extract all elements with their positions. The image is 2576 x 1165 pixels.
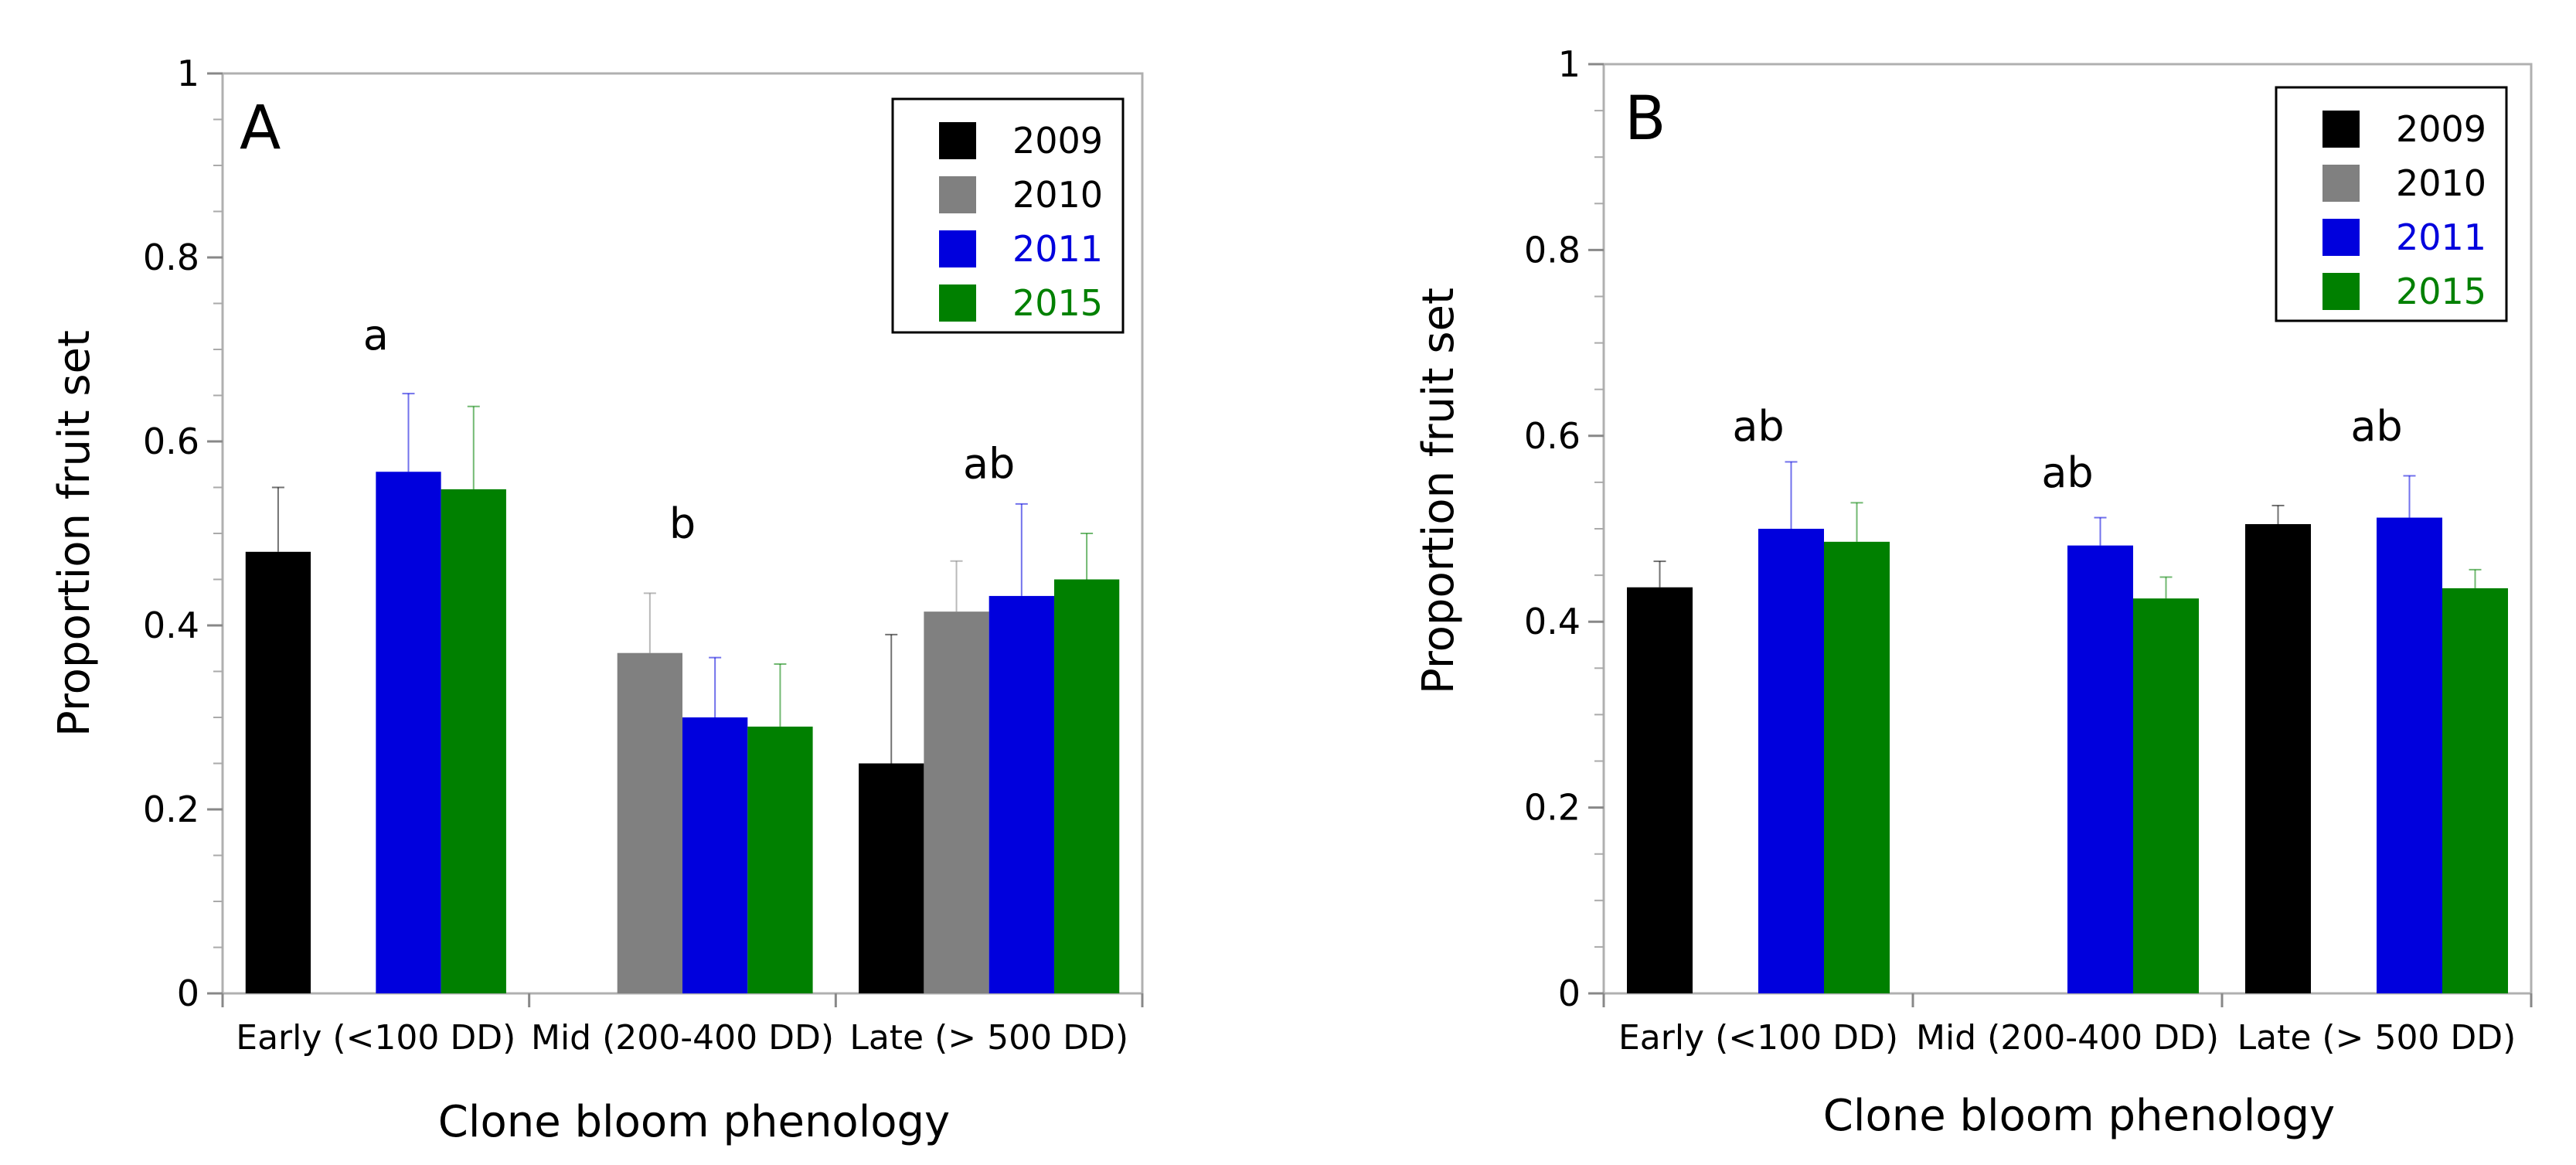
significance-letter: a bbox=[363, 311, 389, 359]
legend-label-2009: 2009 bbox=[1012, 120, 1103, 162]
legend-label-2011: 2011 bbox=[1012, 228, 1103, 270]
legend-box bbox=[891, 97, 1125, 334]
category-label: Early (<100 DD) bbox=[1618, 1018, 1898, 1058]
y-tick-label: 0 bbox=[1558, 973, 1581, 1014]
bar-2009 bbox=[1627, 587, 1693, 993]
y-tick-label: 0.2 bbox=[1524, 787, 1581, 829]
bar-2009 bbox=[2245, 523, 2311, 993]
legend-box bbox=[2275, 86, 2508, 322]
y-axis-title: Proportion fruit set bbox=[49, 330, 100, 737]
bar-2015 bbox=[1824, 541, 1890, 993]
bar-2015 bbox=[441, 489, 506, 993]
legend-label-2010: 2010 bbox=[1012, 174, 1103, 216]
y-axis-title: Proportion fruit set bbox=[1414, 288, 1464, 694]
bar-2011 bbox=[1758, 529, 1824, 993]
bar-2011 bbox=[682, 717, 748, 993]
x-axis-title: Clone bloom phenology bbox=[1823, 1091, 2335, 1141]
y-tick-label: 0.6 bbox=[1524, 415, 1581, 457]
bar-2015 bbox=[1053, 579, 1120, 993]
y-tick-label: 1 bbox=[1558, 43, 1581, 85]
significance-letter: ab bbox=[2041, 448, 2093, 497]
legend-label-2010: 2010 bbox=[2396, 162, 2486, 204]
bar-2009 bbox=[859, 763, 924, 993]
panel-letter: B bbox=[1625, 84, 1666, 154]
y-tick-label: 0.4 bbox=[143, 605, 199, 646]
panel-letter: A bbox=[240, 94, 281, 163]
legend-swatch-2010 bbox=[2322, 165, 2360, 202]
category-label: Late (> 500 DD) bbox=[849, 1018, 1128, 1058]
bar-2009 bbox=[245, 551, 311, 993]
y-tick-label: 0.2 bbox=[143, 789, 199, 830]
bar-2011 bbox=[2067, 545, 2133, 993]
category-label: Late (> 500 DD) bbox=[2237, 1018, 2516, 1058]
legend-label-2011: 2011 bbox=[2396, 216, 2486, 258]
significance-letter: ab bbox=[1732, 402, 1784, 451]
category-label: Mid (200-400 DD) bbox=[531, 1018, 834, 1058]
significance-letter: b bbox=[669, 499, 696, 548]
bar-2015 bbox=[747, 726, 813, 993]
y-tick-label: 0.8 bbox=[143, 237, 199, 278]
legend-swatch-2015 bbox=[939, 284, 976, 322]
legend-swatch-2009 bbox=[939, 122, 976, 159]
legend-swatch-2015 bbox=[2322, 273, 2360, 310]
category-label: Early (<100 DD) bbox=[236, 1018, 516, 1058]
panel-b: 0 0.2 0.4 0.6 0.8 1 Early (<100 DD) Mid (200-40… bbox=[1414, 43, 2533, 1141]
bar-2011 bbox=[376, 472, 441, 993]
category-label: Mid (200-400 DD) bbox=[1916, 1018, 2219, 1058]
y-tick-label: 0 bbox=[177, 973, 199, 1014]
bar-2011 bbox=[989, 595, 1054, 993]
bar-2010 bbox=[924, 611, 989, 993]
y-tick-label: 0.8 bbox=[1524, 229, 1581, 271]
bar-2015 bbox=[2442, 588, 2508, 993]
bar-2015 bbox=[2133, 598, 2199, 993]
legend-label-2009: 2009 bbox=[2396, 108, 2486, 150]
legend-swatch-2010 bbox=[939, 176, 976, 213]
y-tick-label: 0.6 bbox=[143, 421, 199, 462]
y-tick-label: 1 bbox=[177, 53, 199, 94]
legend-label-2015: 2015 bbox=[2396, 271, 2486, 312]
significance-letter: ab bbox=[2350, 402, 2402, 451]
x-axis-title: Clone bloom phenology bbox=[438, 1097, 950, 1147]
bar-2010 bbox=[617, 652, 682, 993]
significance-letter: ab bbox=[963, 440, 1015, 489]
legend-swatch-2011 bbox=[939, 230, 976, 267]
bar-2011 bbox=[2377, 517, 2442, 993]
legend-swatch-2011 bbox=[2322, 219, 2360, 256]
legend-label-2015: 2015 bbox=[1012, 282, 1103, 324]
y-tick-label: 0.4 bbox=[1524, 601, 1581, 642]
legend-swatch-2009 bbox=[2322, 111, 2360, 148]
panel-a: 0 0.2 0.4 0.6 0.8 1 Early (<100 DD) Mid (200-40… bbox=[49, 53, 1144, 1147]
